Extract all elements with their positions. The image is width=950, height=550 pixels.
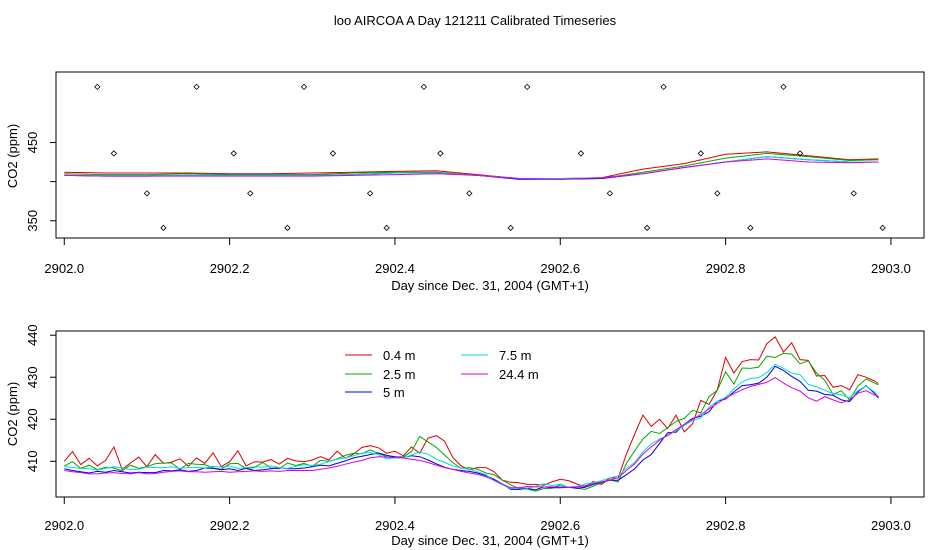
scatter-point [780,83,787,91]
bottom-x-axis-ticks: 2902.0 2902.2 2902.4 2902.6 2902.8 2903.0 [44,497,911,533]
top-panel: 2902.0 2902.2 2902.4 2902.6 2902.8 2903.0 350… [5,71,925,293]
scatter-point [143,190,151,197]
scatter-point [110,150,118,157]
x-tick-label: 2902.0 [44,261,84,276]
scatter-point [94,83,101,91]
series-line-4 [64,377,879,489]
scatter-point [660,83,667,91]
y-tick-label: 350 [25,210,40,232]
scatter-point [383,224,390,231]
y-tick-label: 420 [25,408,40,430]
top-x-axis-label: Day since Dec. 31, 2004 (GMT+1) [391,278,589,293]
series-line-2 [64,365,879,491]
scatter-point [879,224,886,231]
y-tick-label: 450 [25,132,40,154]
y-tick-label: 430 [25,366,40,388]
x-tick-label: 2902.4 [375,518,415,533]
scatter-point [850,190,857,197]
bottom-plot-area [55,330,925,498]
x-tick-label: 2902.6 [540,518,580,533]
scatter-point [524,83,531,91]
x-tick-label: 2903.0 [871,518,911,533]
x-tick-label: 2902.2 [210,261,250,276]
x-tick-label: 2902.2 [210,518,250,533]
scatter-point [247,190,254,197]
top-y-axis-ticks: 350 450 [25,132,56,232]
scatter-point [697,150,704,157]
legend-entry: 7.5 m [499,348,532,363]
scatter-point [714,190,721,197]
scatter-point [577,150,585,157]
x-tick-label: 2902.8 [706,261,746,276]
bottom-x-axis-label: Day since Dec. 31, 2004 (GMT+1) [391,533,589,548]
scatter-point [193,83,200,91]
bottom-y-axis-label: CO2 (ppm) [5,382,20,446]
bottom-panel: 2902.0 2902.2 2902.4 2902.6 2902.8 2903.0 410… [5,324,925,548]
legend-entry: 5 m [383,385,405,400]
series-line-3 [64,363,879,490]
top-plot-area [55,71,925,239]
scatter-point [606,190,614,197]
scatter-point [160,224,167,231]
scatter-point [366,190,374,197]
series-line-4 [64,158,879,180]
plot-frame [55,330,925,498]
y-tick-label: 410 [25,450,40,472]
x-tick-label: 2902.6 [540,261,580,276]
legend: 0.4 m 2.5 m 5 m 7.5 m 24.4 m [345,348,539,400]
scatter-point [230,150,237,157]
top-x-axis-ticks: 2902.0 2902.2 2902.4 2902.6 2902.8 2903.0 [44,238,911,276]
scatter-point [643,224,651,231]
scatter-point [466,190,473,197]
plot-frame [55,71,925,239]
scatter-point [420,83,428,91]
y-tick-label: 440 [25,324,40,346]
legend-entry: 0.4 m [383,348,416,363]
series-line-1 [64,352,879,492]
figure-title: loo AIRCOA A Day 121211 Calibrated Times… [334,13,617,28]
scatter-point [284,224,291,231]
x-tick-label: 2903.0 [871,261,911,276]
scatter-point [329,150,337,157]
scatter-point [796,150,804,157]
bottom-y-axis-ticks: 410 420 430 440 [25,324,56,472]
scatter-point [437,150,444,157]
scatter-point [747,224,754,231]
legend-entry: 24.4 m [499,367,539,382]
scatter-point [300,83,308,91]
x-tick-label: 2902.0 [44,518,84,533]
scatter-point [507,224,514,231]
x-tick-label: 2902.4 [375,261,415,276]
x-tick-label: 2902.8 [706,518,746,533]
top-y-axis-label: CO2 (ppm) [5,124,20,188]
legend-entry: 2.5 m [383,367,416,382]
series-line-0 [64,151,879,179]
